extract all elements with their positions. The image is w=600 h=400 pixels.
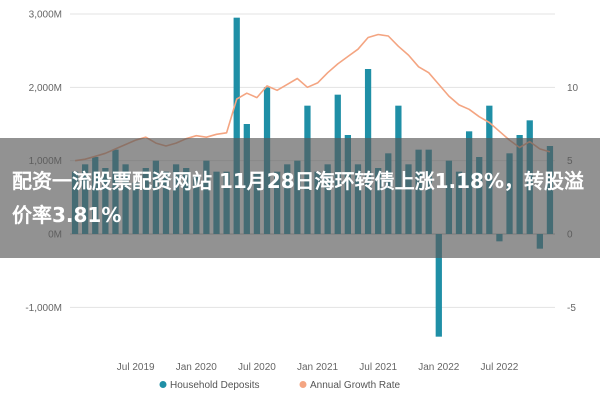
right-tick-label: -5 [567, 303, 576, 314]
legend-marker-annual-growth-rate [299, 381, 307, 388]
x-tick-label: Jan 2022 [418, 362, 460, 373]
x-tick-label: Jul 2021 [359, 362, 397, 373]
right-tick-label: 10 [567, 83, 579, 94]
x-tick-label: Jul 2022 [481, 362, 519, 373]
bar [233, 17, 240, 234]
x-tick-label: Jan 2021 [297, 362, 339, 373]
left-tick-label: 2,000M [29, 83, 62, 94]
legend-label-household-deposits: Household Deposits [170, 380, 260, 391]
legend-label-annual-growth-rate: Annual Growth Rate [310, 380, 400, 391]
x-tick-label: Jan 2020 [176, 362, 218, 373]
left-tick-label: -1,000M [25, 303, 62, 314]
legend-marker-household-deposits [159, 381, 167, 388]
title-banner: 配资一流股票配资网站 11月28日海环转债上涨1.18%，转股溢价率3.81% [0, 138, 600, 258]
x-axis: Jul 2019 Jan 2020 Jul 2020 Jan 2021 Jul 2021… [117, 362, 519, 373]
x-tick-label: Jul 2019 [117, 362, 155, 373]
legend: Household Deposits Annual Growth Rate [159, 380, 400, 391]
bar [435, 234, 442, 337]
x-tick-label: Jul 2020 [238, 362, 276, 373]
banner-title: 配资一流股票配资网站 11月28日海环转债上涨1.18%，转股溢价率3.81% [12, 169, 585, 227]
left-tick-label: 3,000M [29, 10, 62, 21]
